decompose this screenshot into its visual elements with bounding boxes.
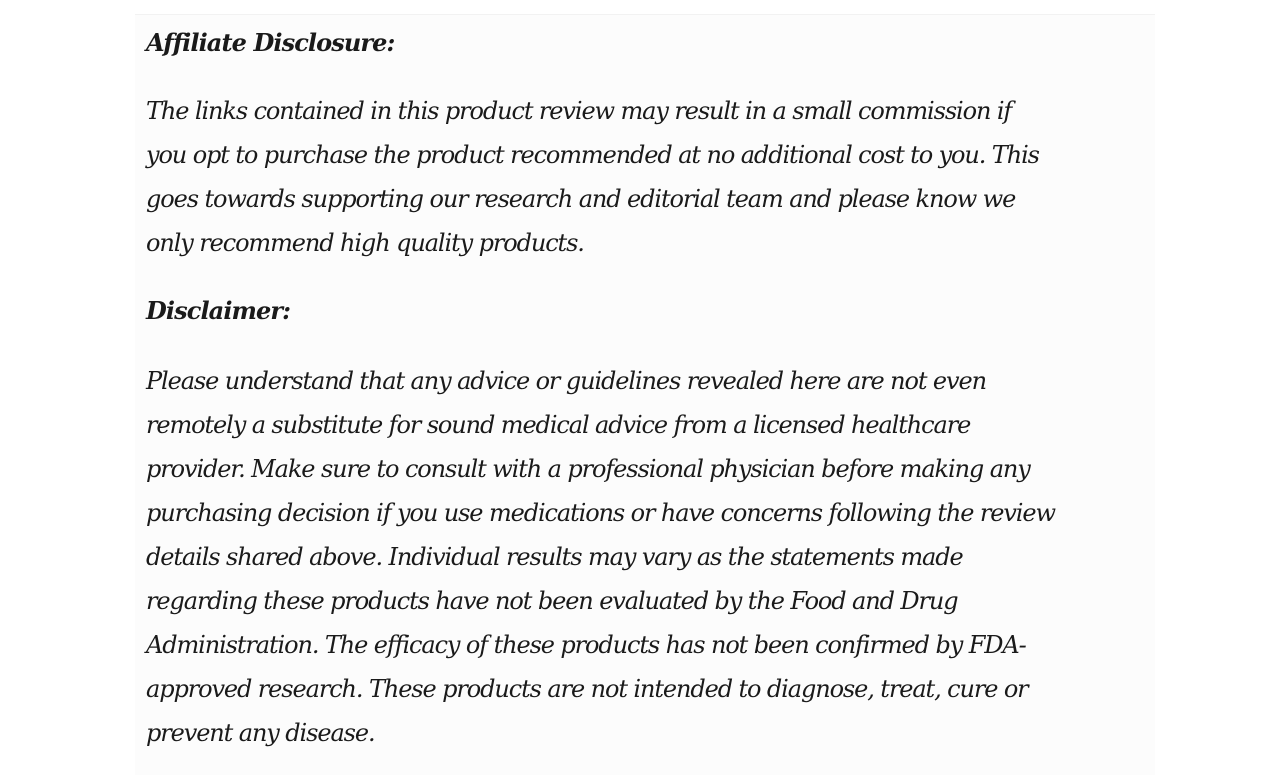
affiliate-disclosure-text: The links contained in this product revi… (146, 89, 1040, 265)
disclaimer-heading: Disclaimer: (146, 296, 291, 325)
text-line: provider. Make sure to consult with a pr… (146, 455, 1031, 483)
text-line: approved research. These products are no… (146, 675, 1029, 703)
text-line: Please understand that any advice or gui… (146, 367, 987, 395)
affiliate-disclosure-heading: Affiliate Disclosure: (146, 28, 395, 57)
content-panel (135, 14, 1155, 775)
text-line: goes towards supporting our research and… (146, 185, 1016, 213)
text-line: details shared above. Individual results… (146, 543, 964, 571)
disclaimer-text: Please understand that any advice or gui… (146, 359, 1056, 755)
text-line: you opt to purchase the product recommen… (146, 141, 1040, 169)
text-line: only recommend high quality products. (146, 229, 585, 257)
text-line: The links contained in this product revi… (146, 97, 1012, 125)
text-line: remotely a substitute for sound medical … (146, 411, 971, 439)
text-line: Administration. The efficacy of these pr… (146, 631, 1027, 659)
text-line: purchasing decision if you use medicatio… (146, 499, 1056, 527)
text-line: prevent any disease. (146, 719, 376, 747)
text-line: regarding these products have not been e… (146, 587, 959, 615)
